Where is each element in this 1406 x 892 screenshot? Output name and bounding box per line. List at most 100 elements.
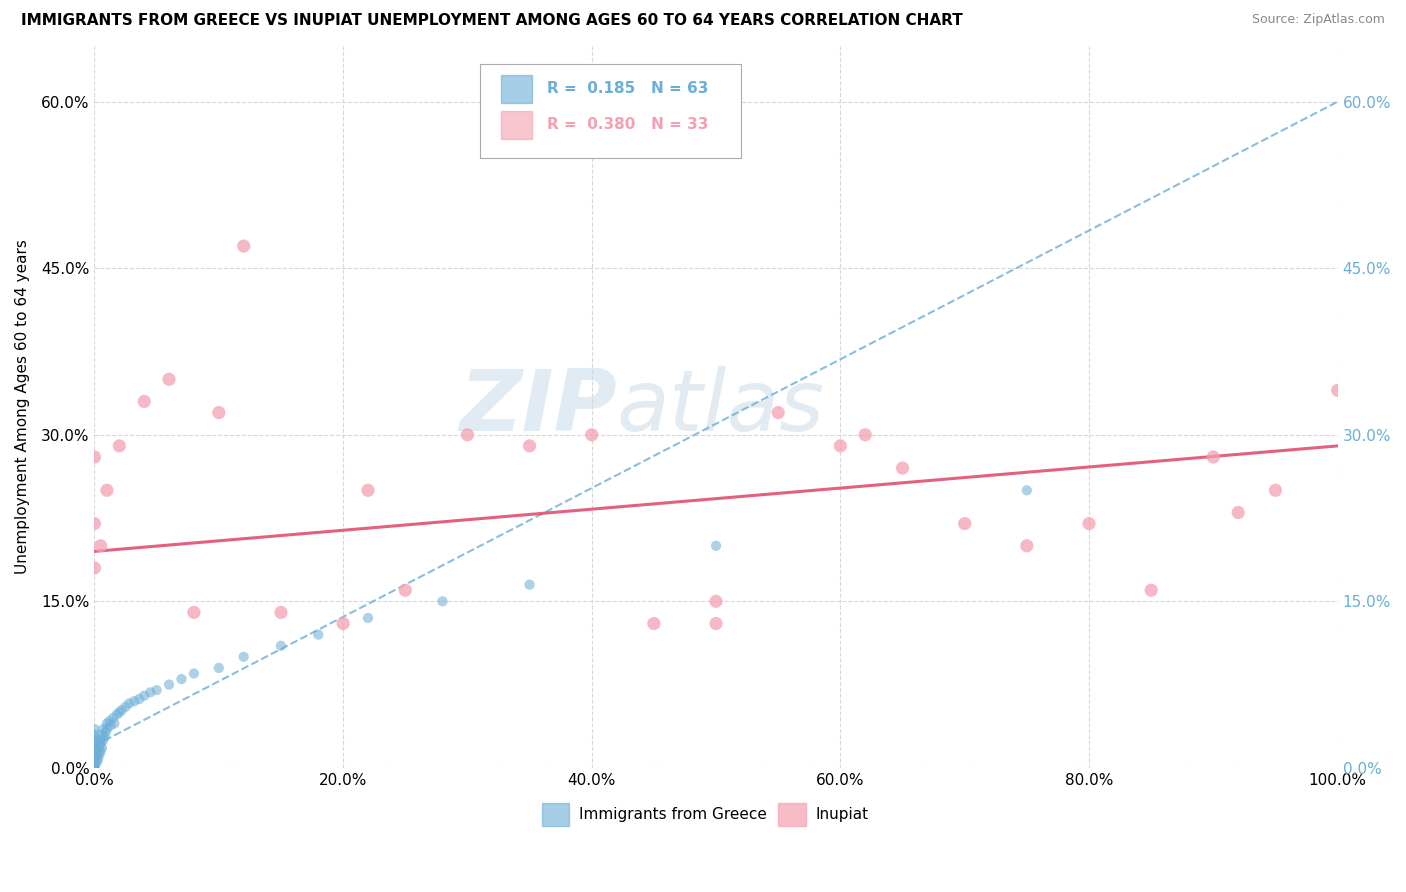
Point (100, 719, 122, 733)
Point (118, 697, 141, 711)
Point (83, 747, 105, 762)
Point (357, 483, 380, 498)
Point (111, 703, 134, 717)
Point (704, 616, 727, 631)
Point (114, 699, 136, 714)
Point (145, 683, 167, 698)
Point (1202, 450, 1225, 464)
Point (208, 661, 231, 675)
Bar (778, 803, 806, 826)
Text: Source: ZipAtlas.com: Source: ZipAtlas.com (1251, 13, 1385, 27)
Point (93, 730, 115, 744)
Point (90, 736, 112, 750)
Point (519, 439, 541, 453)
Point (232, 649, 254, 664)
Point (83, 754, 105, 768)
Point (134, 689, 156, 703)
Text: ZIP: ZIP (458, 366, 617, 449)
Point (332, 616, 354, 631)
Point (87, 744, 110, 758)
Point (208, 406, 231, 420)
Point (830, 439, 852, 453)
Point (1015, 539, 1038, 553)
Text: Inupiat: Inupiat (815, 807, 869, 822)
Point (83, 756, 105, 770)
Bar (501, 75, 531, 103)
Point (139, 685, 162, 699)
Point (83, 761, 105, 775)
Point (83, 753, 105, 767)
Point (83, 745, 105, 759)
Point (83, 450, 105, 464)
Point (183, 606, 205, 620)
Point (394, 583, 416, 598)
Point (643, 616, 665, 631)
Point (96, 716, 118, 731)
Point (90, 733, 112, 747)
Point (83, 736, 105, 750)
Point (270, 606, 292, 620)
Point (83, 740, 105, 755)
Point (87, 752, 110, 766)
Text: R =  0.185   N = 63: R = 0.185 N = 63 (547, 81, 709, 96)
Point (103, 716, 125, 731)
FancyBboxPatch shape (479, 64, 741, 158)
Point (1078, 516, 1101, 531)
Point (105, 707, 128, 722)
Point (91, 722, 114, 736)
Bar (541, 803, 569, 826)
Point (90, 744, 112, 758)
Point (94, 725, 117, 739)
Point (1227, 506, 1250, 520)
Point (853, 427, 876, 442)
Point (357, 611, 380, 625)
Text: atlas: atlas (617, 366, 824, 449)
Point (90, 740, 112, 755)
Point (90, 539, 112, 553)
Point (1264, 483, 1286, 498)
Point (891, 461, 914, 475)
Point (86, 756, 108, 770)
Point (96, 722, 118, 736)
Point (108, 439, 131, 453)
Point (704, 539, 727, 553)
Point (1326, 384, 1348, 398)
Y-axis label: Unemployment Among Ages 60 to 64 years: Unemployment Among Ages 60 to 64 years (15, 240, 30, 574)
Point (307, 627, 329, 641)
Point (83, 722, 105, 736)
Text: Immigrants from Greece: Immigrants from Greece (579, 807, 768, 822)
Point (83, 730, 105, 744)
Text: R =  0.380   N = 33: R = 0.380 N = 33 (547, 118, 709, 132)
Point (1140, 583, 1163, 598)
Point (519, 577, 541, 591)
Point (766, 406, 789, 420)
Point (157, 372, 180, 386)
Text: IMMIGRANTS FROM GREECE VS INUPIAT UNEMPLOYMENT AMONG AGES 60 TO 64 YEARS CORRELA: IMMIGRANTS FROM GREECE VS INUPIAT UNEMPL… (21, 13, 963, 29)
Point (83, 749, 105, 764)
Point (232, 239, 254, 253)
Point (91, 733, 114, 747)
Point (183, 666, 205, 681)
Point (953, 516, 976, 531)
Point (101, 711, 124, 725)
Point (83, 761, 105, 775)
Point (704, 594, 727, 608)
Point (157, 677, 180, 691)
Point (270, 639, 292, 653)
Point (170, 672, 193, 686)
Point (98, 714, 121, 729)
Point (90, 727, 112, 741)
Point (83, 739, 105, 753)
Point (86, 749, 108, 764)
Point (89, 739, 111, 753)
Point (83, 756, 105, 771)
Point (96, 483, 118, 498)
Point (83, 752, 105, 766)
Point (83, 757, 105, 772)
Point (83, 758, 105, 772)
Point (581, 427, 603, 442)
Point (134, 394, 156, 409)
Point (122, 694, 145, 708)
Point (83, 516, 105, 531)
Point (456, 427, 478, 442)
